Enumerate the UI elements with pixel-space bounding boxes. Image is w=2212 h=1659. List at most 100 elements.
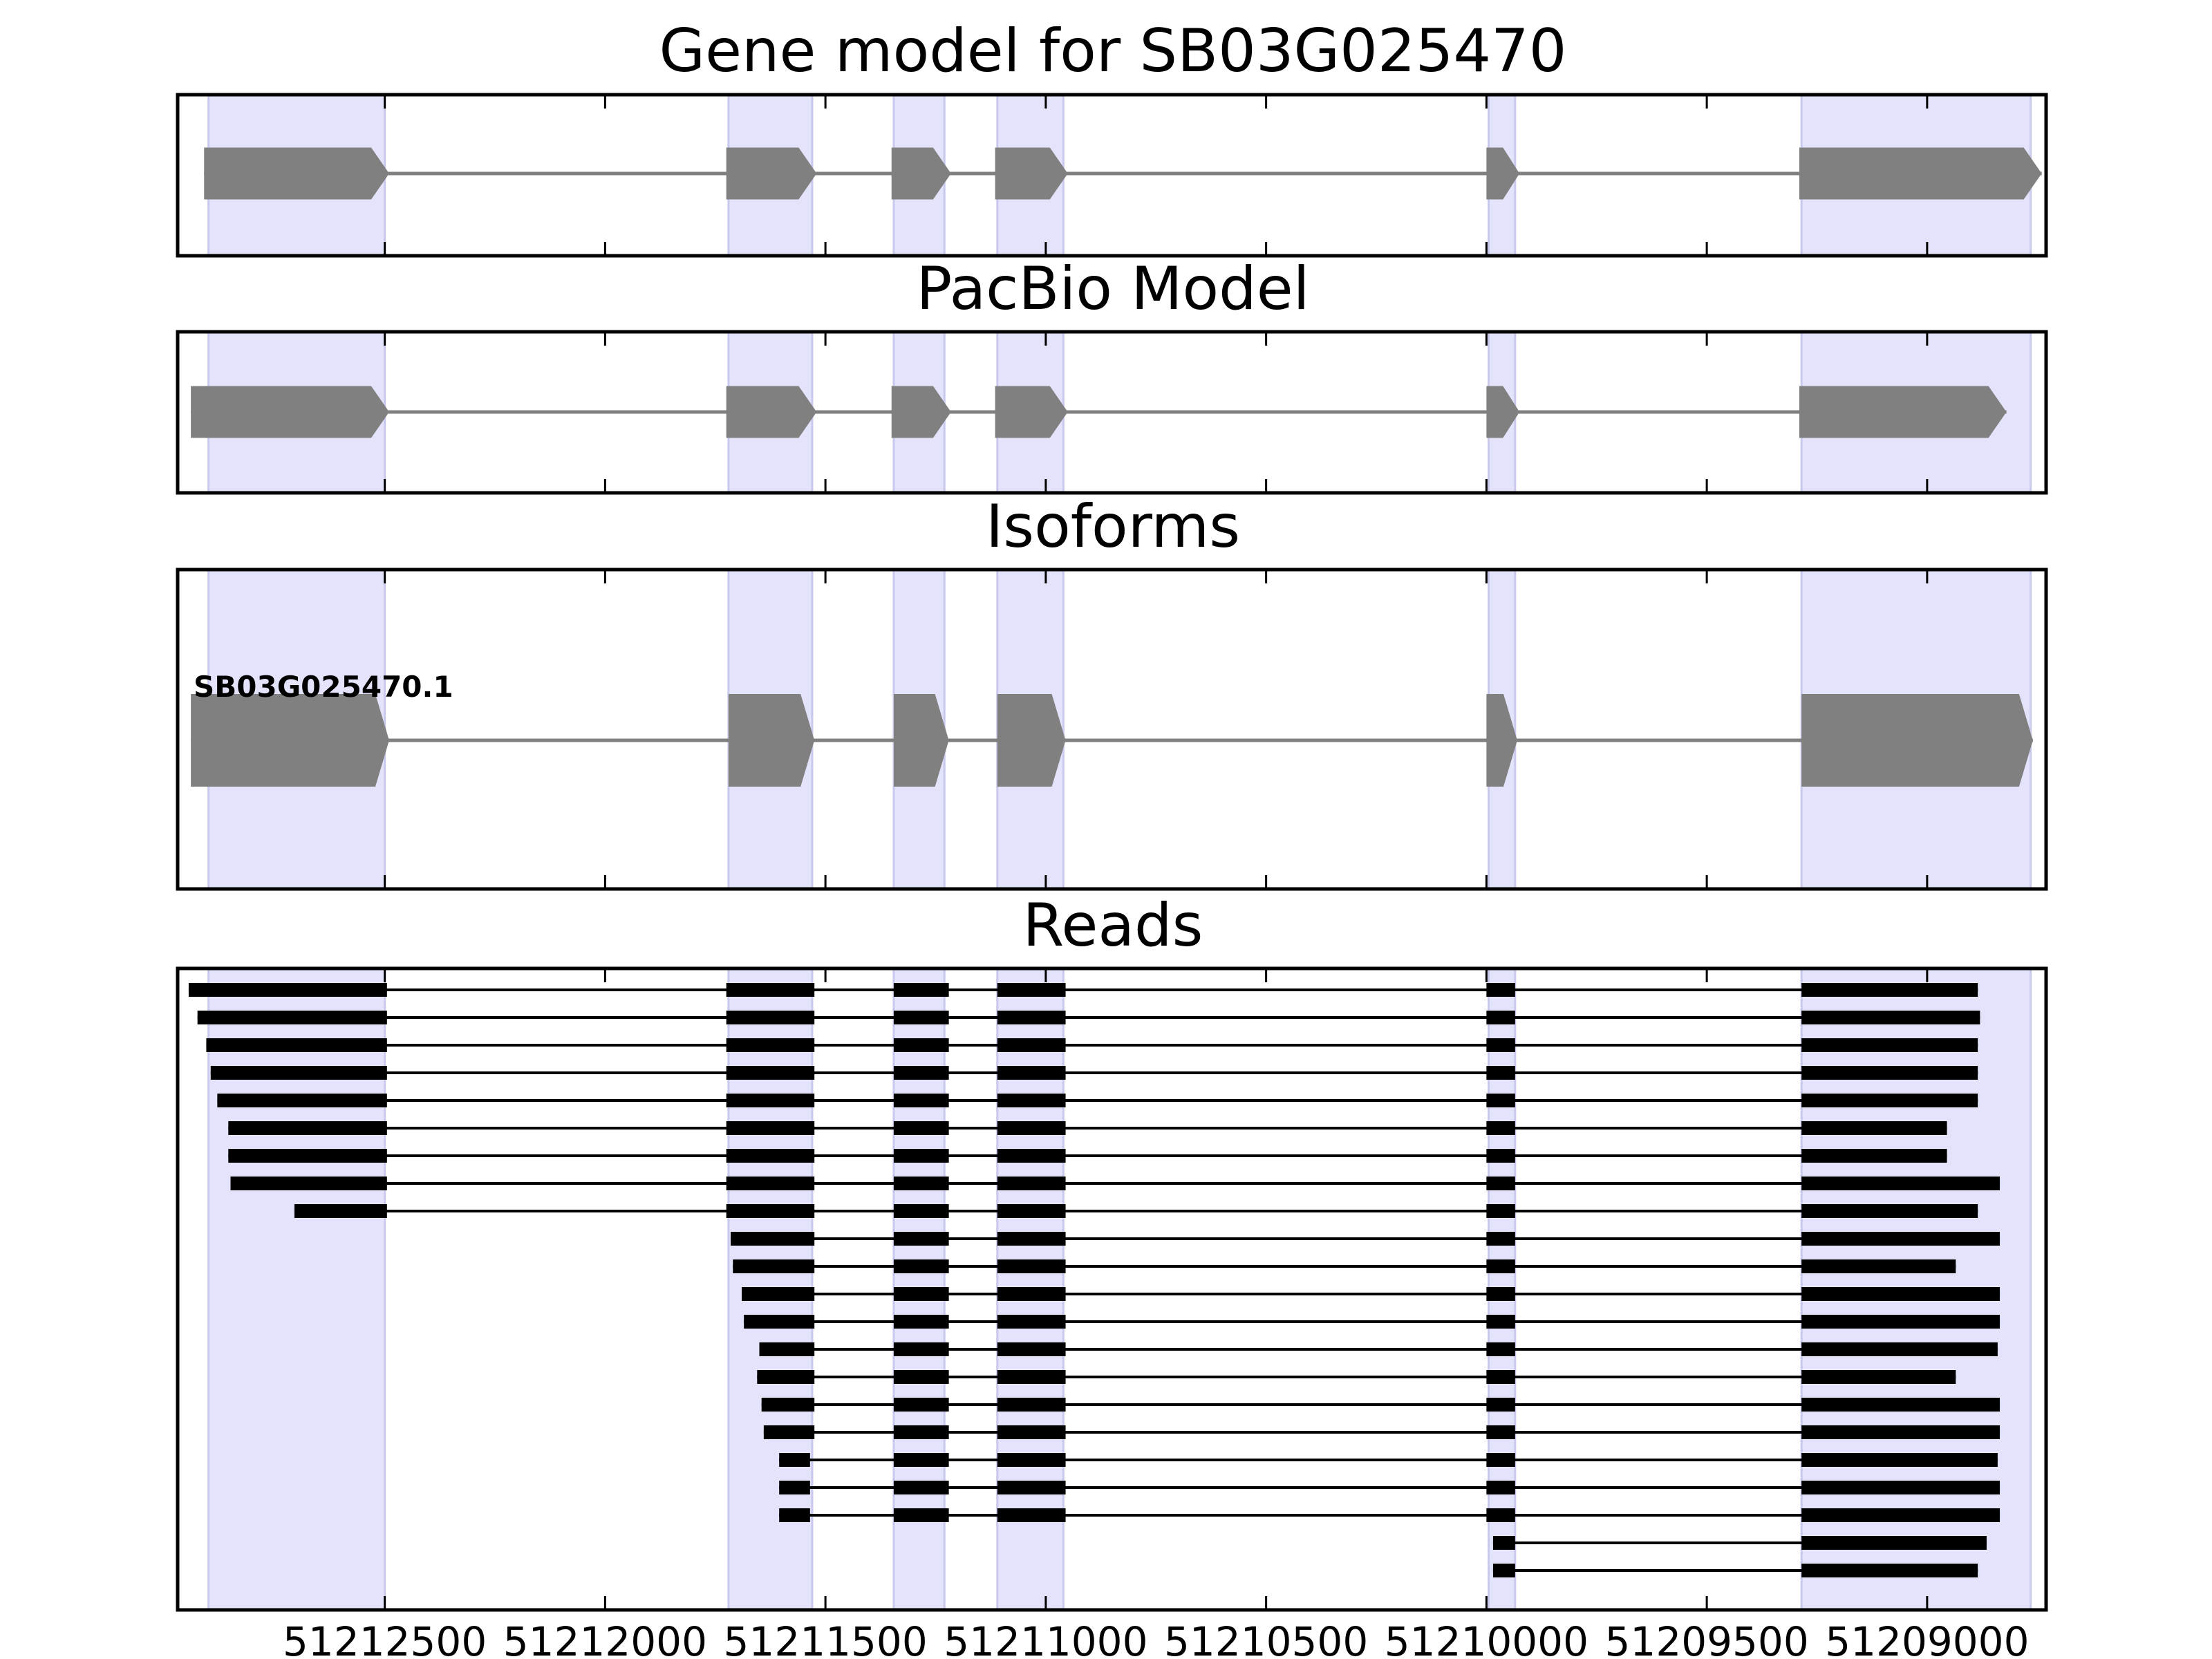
read-exon <box>1801 983 1978 997</box>
read-exon <box>893 1149 949 1163</box>
read-exon <box>1801 1149 1947 1163</box>
read-exon <box>1801 1564 1978 1577</box>
read-exon <box>893 1453 949 1467</box>
read-exon <box>997 1481 1066 1494</box>
read-exon <box>228 1121 387 1135</box>
exon-block <box>1486 147 1520 200</box>
read-exon <box>893 1508 949 1522</box>
read-exon <box>1801 1259 1956 1273</box>
read-exon <box>1486 1204 1515 1218</box>
x-axis-tick-labels: 51212500 51212000 51211500 51211000 51210500… <box>283 1618 2029 1659</box>
read-row <box>759 1342 1998 1356</box>
exon-block <box>891 147 951 200</box>
read-exon <box>1486 1315 1515 1329</box>
read-exon <box>1801 1011 1980 1024</box>
read-exon <box>997 1370 1066 1384</box>
read-exon <box>893 1177 949 1190</box>
pacbio-model-panel: PacBio Model <box>176 254 2048 495</box>
exon-block <box>1799 147 2042 200</box>
read-row <box>210 1066 1978 1080</box>
read-exon <box>997 983 1066 997</box>
read-exon <box>997 1232 1066 1246</box>
read-row <box>1492 1564 1978 1577</box>
read-exon <box>1801 1315 2000 1329</box>
isoforms-panel: Isoforms SB03G025470.1 <box>176 492 2048 891</box>
read-exon <box>893 1481 949 1494</box>
read-exon <box>1492 1536 1515 1550</box>
read-exon <box>733 1259 815 1273</box>
read-row <box>294 1204 1978 1218</box>
read-exon <box>726 1149 815 1163</box>
read-exon <box>893 983 949 997</box>
read-exon <box>1486 983 1515 997</box>
read-exon <box>726 1177 815 1190</box>
read-exon <box>742 1287 815 1301</box>
read-exon <box>997 1453 1066 1467</box>
read-exon <box>1486 1287 1515 1301</box>
read-exon <box>761 1398 815 1412</box>
read-exon <box>1486 1177 1515 1190</box>
x-tick-label: 51210000 <box>1385 1618 1588 1659</box>
x-tick-label: 51209500 <box>1605 1618 1809 1659</box>
read-row <box>757 1370 1956 1384</box>
read-exon <box>1486 1121 1515 1135</box>
read-exon <box>1801 1370 1956 1384</box>
read-exon <box>1801 1232 2000 1246</box>
read-exon <box>230 1177 387 1190</box>
pacbio-model-title: PacBio Model <box>916 254 1309 324</box>
read-exon <box>997 1342 1066 1356</box>
read-row <box>228 1149 1947 1163</box>
read-exon <box>726 1066 815 1080</box>
read-row <box>733 1259 1956 1273</box>
read-row <box>1492 1536 1987 1550</box>
pacbio-model-ticks <box>384 332 1929 493</box>
read-exon <box>997 1315 1066 1329</box>
read-exon <box>197 1011 387 1024</box>
read-exon <box>210 1066 387 1080</box>
read-exon <box>726 1094 815 1107</box>
exon-block <box>726 147 817 200</box>
read-exon <box>1486 1370 1515 1384</box>
read-exon <box>779 1453 810 1467</box>
read-exon <box>1486 1481 1515 1494</box>
pacbio-model-features <box>191 386 2007 438</box>
pacbio-model-frame <box>176 330 2048 495</box>
read-exon <box>1486 1342 1515 1356</box>
reads-ticks <box>384 968 1929 1610</box>
read-exon <box>893 1259 949 1273</box>
exon-block <box>1486 694 1517 787</box>
read-row <box>230 1177 2000 1190</box>
read-exon <box>1486 1066 1515 1080</box>
read-exon <box>1486 1094 1515 1107</box>
read-exon <box>763 1425 815 1439</box>
read-row <box>742 1287 2000 1301</box>
read-exon <box>731 1232 815 1246</box>
read-exon <box>1801 1425 2000 1439</box>
transcript-model: SB03G025470.1 <box>191 670 2033 787</box>
gene-model-frame <box>176 93 2048 258</box>
read-exon <box>1801 1038 1978 1052</box>
read-exon <box>757 1370 815 1384</box>
read-exon <box>726 1011 815 1024</box>
isoform-features: SB03G025470.1 <box>191 670 2033 787</box>
read-exon <box>893 1287 949 1301</box>
x-tick-label: 51211500 <box>724 1618 928 1659</box>
exon-block <box>1799 386 2007 438</box>
read-exon <box>997 1259 1066 1273</box>
reads-title: Reads <box>1023 891 1203 960</box>
transcript-model <box>204 147 2042 200</box>
read-exon <box>779 1481 810 1494</box>
exon-block <box>893 694 949 787</box>
x-tick-label: 51210500 <box>1164 1618 1368 1659</box>
exon-block <box>1801 694 2033 787</box>
read-exon <box>997 1094 1066 1107</box>
read-exon <box>1486 1259 1515 1273</box>
read-exon <box>997 1287 1066 1301</box>
read-exon <box>997 1011 1066 1024</box>
read-exon <box>893 1038 949 1052</box>
read-exon <box>893 1398 949 1412</box>
read-row <box>188 983 1978 997</box>
read-exon <box>1486 1398 1515 1412</box>
read-exon <box>1801 1177 2000 1190</box>
exon-block <box>891 386 951 438</box>
